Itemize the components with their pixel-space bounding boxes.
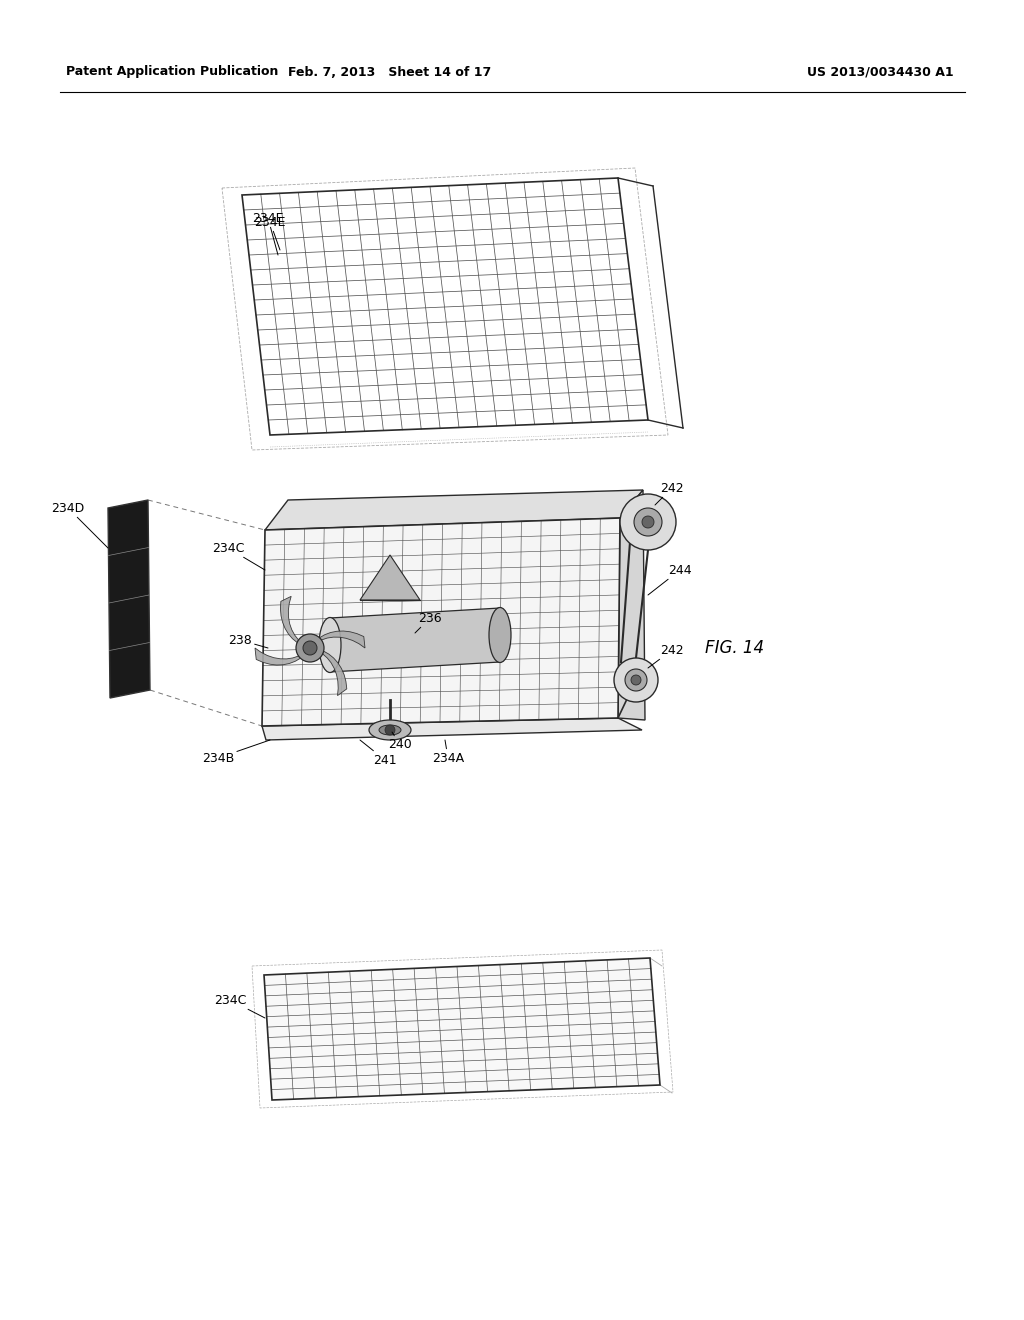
Polygon shape — [323, 651, 347, 696]
Text: 241: 241 — [360, 741, 397, 767]
Text: 240: 240 — [388, 733, 412, 751]
Text: 234B: 234B — [202, 741, 270, 764]
Polygon shape — [319, 631, 365, 648]
Polygon shape — [330, 609, 500, 672]
Polygon shape — [255, 648, 300, 665]
Polygon shape — [264, 958, 660, 1100]
Ellipse shape — [369, 719, 411, 741]
Circle shape — [385, 725, 395, 735]
Circle shape — [631, 675, 641, 685]
Circle shape — [614, 657, 658, 702]
Circle shape — [625, 669, 647, 690]
Text: Patent Application Publication: Patent Application Publication — [66, 66, 279, 78]
Text: 238: 238 — [228, 634, 268, 648]
Text: 242: 242 — [648, 644, 684, 668]
Polygon shape — [262, 517, 620, 726]
Ellipse shape — [489, 607, 511, 663]
Text: 234C: 234C — [212, 541, 265, 570]
Text: US 2013/0034430 A1: US 2013/0034430 A1 — [807, 66, 953, 78]
Text: 234D: 234D — [51, 502, 108, 548]
Text: FIG. 14: FIG. 14 — [706, 639, 765, 657]
Text: 236: 236 — [415, 611, 441, 634]
Text: 234A: 234A — [432, 741, 464, 764]
Circle shape — [634, 508, 662, 536]
Text: 242: 242 — [655, 482, 684, 506]
Polygon shape — [618, 490, 645, 719]
Circle shape — [642, 516, 654, 528]
Polygon shape — [265, 490, 643, 531]
Polygon shape — [360, 554, 420, 601]
Ellipse shape — [319, 618, 341, 672]
Polygon shape — [262, 718, 642, 741]
Polygon shape — [281, 597, 299, 643]
Text: Feb. 7, 2013   Sheet 14 of 17: Feb. 7, 2013 Sheet 14 of 17 — [289, 66, 492, 78]
Circle shape — [303, 642, 317, 655]
Text: 234E: 234E — [252, 211, 284, 255]
Polygon shape — [108, 500, 150, 698]
Ellipse shape — [379, 725, 401, 735]
Circle shape — [296, 634, 324, 663]
Text: 234E: 234E — [254, 215, 286, 249]
Circle shape — [620, 494, 676, 550]
Text: 244: 244 — [648, 564, 692, 595]
Text: 234C: 234C — [214, 994, 265, 1018]
